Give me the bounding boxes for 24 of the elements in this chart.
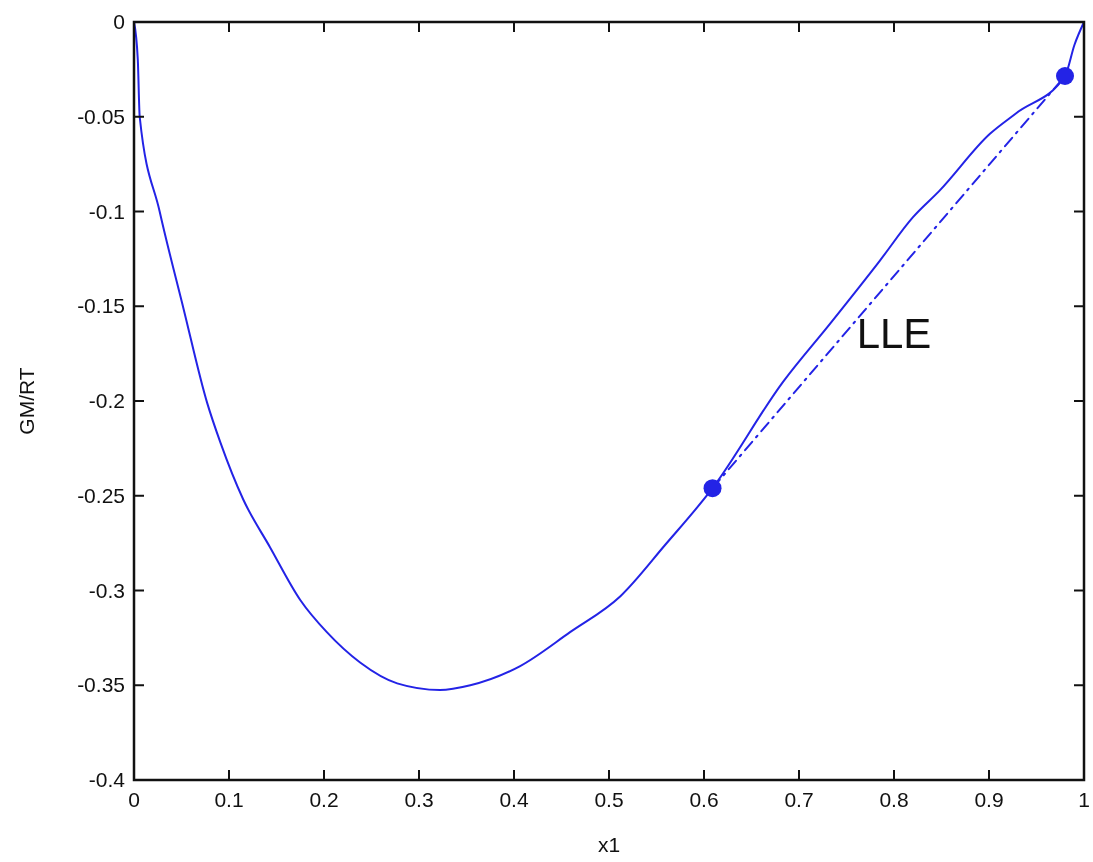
x-tick-label: 0 (128, 788, 140, 811)
x-tick-label: 0.4 (499, 788, 529, 811)
y-tick-label: 0 (113, 10, 125, 33)
x-tick-label: 0.8 (879, 788, 909, 811)
y-tick-label: -0.3 (88, 578, 125, 602)
y-tick-label: -0.1 (88, 199, 125, 223)
line-series (133, 21, 1085, 691)
y-tick-label: -0.35 (77, 673, 125, 697)
annotation: LLE (856, 309, 932, 357)
x-tick-label: 0.7 (784, 788, 814, 811)
y-tick-label: -0.4 (88, 768, 126, 791)
y-tick-label: -0.15 (77, 294, 125, 318)
y-tick-label: -0.2 (88, 389, 125, 412)
x-tick-label: 0.2 (309, 788, 339, 811)
x-tick-label: 0.9 (974, 788, 1004, 811)
x-tick-label: 0.3 (404, 788, 434, 811)
y-axis-title: GM/RT (15, 367, 38, 435)
x-tick-label: 0.6 (689, 788, 719, 811)
y-tick-label: -0.05 (77, 104, 125, 128)
y-tick-label: -0.25 (77, 483, 125, 507)
x-tick-label: 0.5 (594, 788, 624, 811)
x-tick-label: 1 (1078, 788, 1090, 811)
x-axis-title: x1 (597, 833, 621, 856)
x-tick-label: 0.1 (214, 788, 244, 811)
